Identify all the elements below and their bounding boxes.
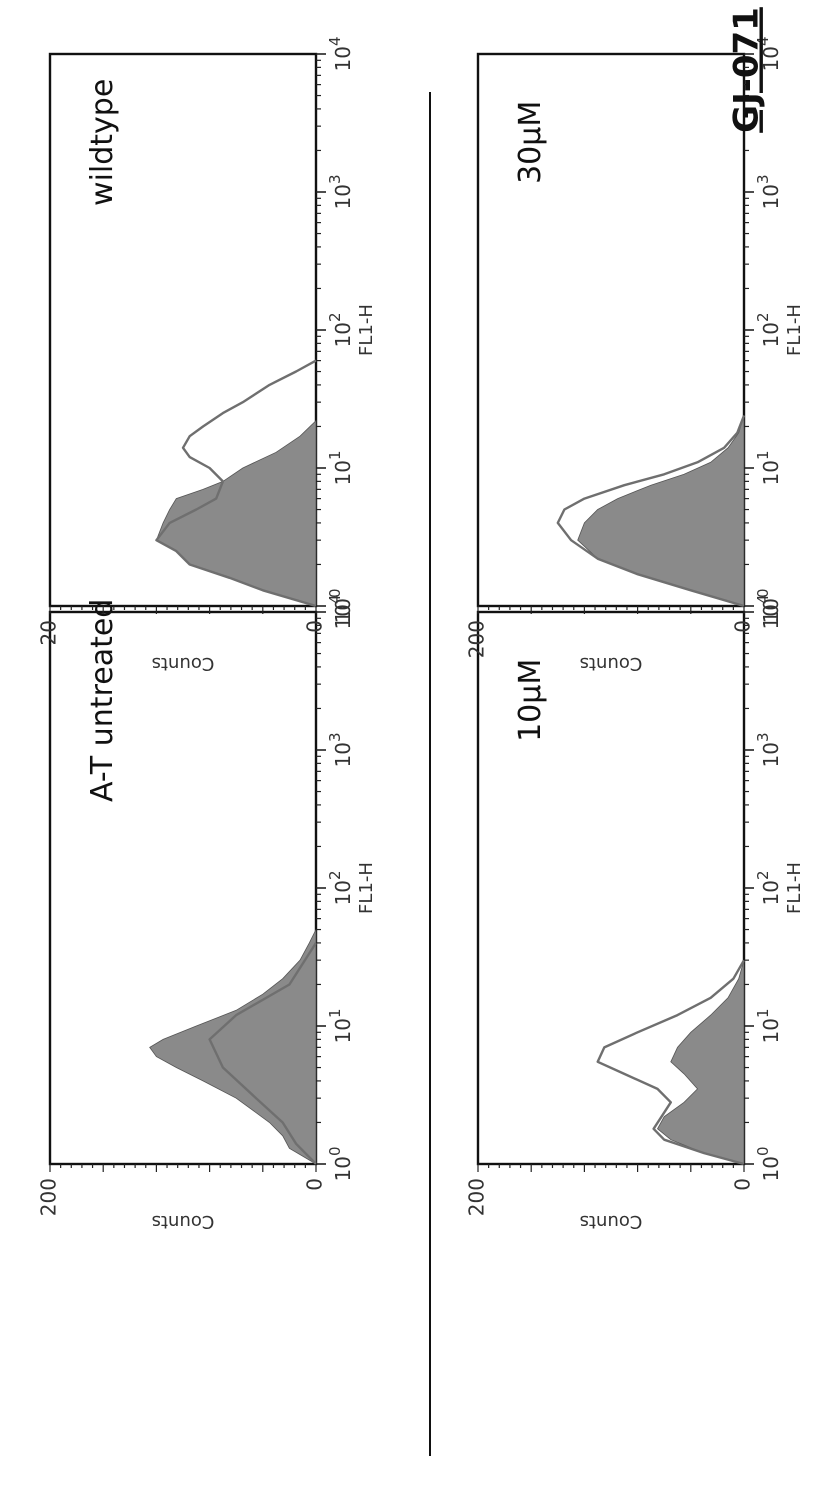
- x-tick-label: 103: [326, 733, 355, 768]
- x-tick-label: 101: [326, 451, 355, 486]
- y-tick-label: 0: [303, 1178, 327, 1191]
- x-tick-label: 102: [754, 871, 783, 906]
- y-axis-label: Counts: [580, 1211, 643, 1232]
- y-tick-label: 200: [37, 1178, 61, 1216]
- panel-title: A-T untreated: [85, 599, 120, 802]
- histogram-shaded: [155, 419, 317, 607]
- x-tick-label: 104: [754, 595, 783, 630]
- x-axis-label: FL1-H: [356, 304, 377, 356]
- x-tick-label: 102: [326, 871, 355, 906]
- histogram-outline: [556, 415, 746, 608]
- x-tick-label: 101: [326, 1009, 355, 1044]
- x-tick-label: 100: [754, 1147, 783, 1182]
- x-axis-label: FL1-H: [784, 304, 805, 356]
- histogram-shaded: [577, 415, 745, 607]
- panel-title: 10µM: [513, 659, 548, 742]
- x-tick-label: 104: [326, 595, 355, 630]
- y-tick-label: 200: [465, 1178, 489, 1216]
- x-tick-label: 103: [326, 175, 355, 210]
- y-tick-label: 0: [731, 1178, 755, 1191]
- chart-panel-b: 100 101 102 103 104 FL1-H 0 20 Counts wildtype: [37, 37, 378, 675]
- x-tick-label: 102: [326, 313, 355, 348]
- x-tick-label: 100: [754, 589, 783, 624]
- histogram-outline: [596, 959, 746, 1166]
- x-tick-label: 104: [326, 37, 355, 72]
- panel-title: 30µM: [513, 101, 548, 184]
- x-tick-label: 101: [754, 1009, 783, 1044]
- y-axis-label: Counts: [580, 653, 643, 674]
- y-tick-label: 200: [465, 620, 489, 658]
- histogram-shaded: [149, 929, 317, 1165]
- y-axis-label: Counts: [152, 1211, 215, 1232]
- x-tick-label: 100: [326, 1147, 355, 1182]
- histogram-outline: [155, 359, 317, 608]
- panel-title: wildtype: [85, 79, 120, 206]
- chart-panel-d: 100 101 102 103 104 FL1-H 0 200 Counts 30µM: [465, 37, 806, 675]
- x-axis-label: FL1-H: [356, 862, 377, 914]
- x-axis-label: FL1-H: [784, 862, 805, 914]
- x-tick-label: 101: [754, 451, 783, 486]
- x-tick-label: 104: [754, 37, 783, 72]
- figure-id: GJ-071: [727, 7, 767, 133]
- x-tick-label: 103: [754, 733, 783, 768]
- y-tick-label: 0: [303, 620, 327, 633]
- x-tick-label: 103: [754, 175, 783, 210]
- x-tick-label: 100: [326, 589, 355, 624]
- y-tick-label: 20: [37, 620, 61, 645]
- y-axis-label: Counts: [152, 653, 215, 674]
- histogram-outline: [208, 942, 318, 1165]
- figure-id-text: GJ-071: [727, 7, 767, 133]
- chart-panel-c: 100 101 102 103 104 FL1-H 0 200 Counts 10µM: [465, 595, 806, 1233]
- y-tick-label: 0: [731, 620, 755, 633]
- histogram-shaded: [656, 960, 745, 1165]
- x-tick-label: 102: [754, 313, 783, 348]
